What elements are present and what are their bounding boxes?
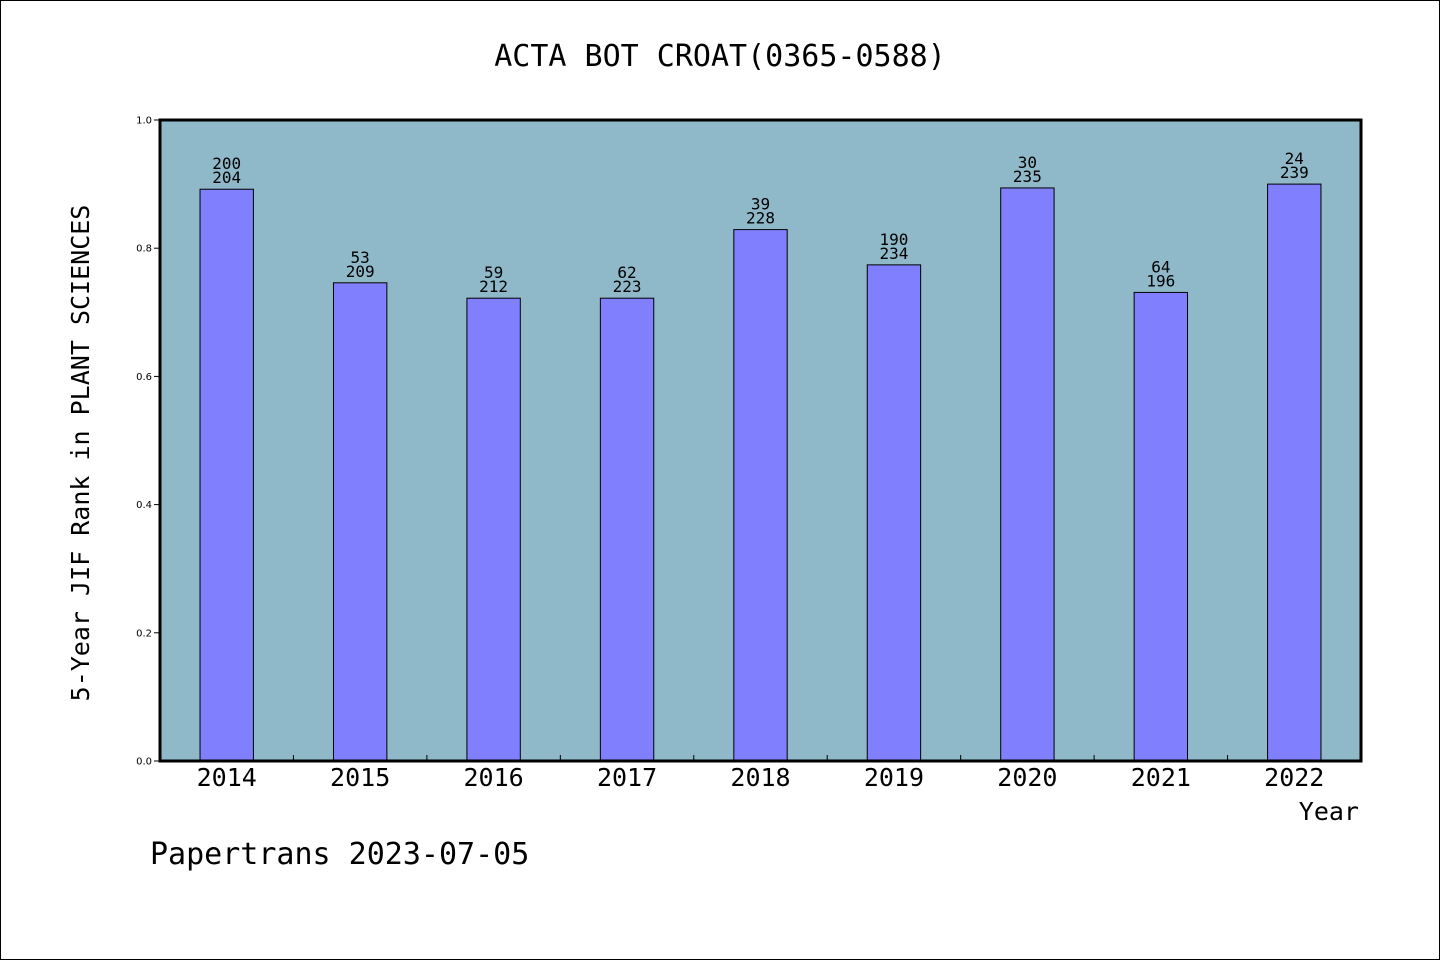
data-label-top: 200 [212, 154, 241, 173]
x-axis-label: Year [1299, 797, 1359, 826]
bar-2019 [866, 264, 922, 762]
bar-2020 [1000, 187, 1055, 762]
data-label-top: 190 [879, 230, 908, 249]
y-tick-label: 1.0 [136, 116, 152, 127]
bar-2022 [1267, 183, 1322, 762]
data-label-bottom: 223 [613, 277, 642, 296]
bar-2021 [1133, 291, 1189, 762]
y-tick-label: 0.2 [136, 628, 152, 639]
y-tick-label: 0.4 [136, 500, 152, 511]
x-tick-label: 2017 [597, 763, 657, 792]
x-tick-label: 2019 [864, 763, 924, 792]
y-tick-label: 0.8 [136, 244, 152, 255]
footer-credit: Papertrans 2023-07-05 [150, 837, 529, 872]
y-tick-label: 0.6 [136, 372, 152, 383]
bar-2014 [199, 188, 254, 762]
data-label-bottom: 209 [346, 262, 375, 281]
bar-2017 [599, 297, 655, 762]
x-tick-label: 2022 [1264, 763, 1324, 792]
data-label-top: 53 [351, 248, 370, 267]
data-label-top: 59 [484, 263, 503, 282]
plot-frame [158, 118, 1363, 763]
y-tick-label: 0.0 [136, 757, 152, 768]
data-label-top: 62 [617, 263, 636, 282]
y-axis-label: 5-Year JIF Rank in PLANT SCIENCES [66, 205, 95, 702]
x-tick-label: 2020 [997, 763, 1057, 792]
data-label-bottom: 228 [746, 209, 775, 228]
data-label-top: 64 [1151, 257, 1170, 276]
data-label-top: 24 [1285, 149, 1304, 168]
x-tick-label: 2016 [464, 763, 524, 792]
x-tick-label: 2021 [1131, 763, 1191, 792]
bars [199, 183, 1322, 762]
data-label-top: 39 [751, 195, 770, 214]
x-tick-label: 2014 [197, 763, 257, 792]
bar-2015 [332, 282, 388, 762]
data-label-bottom: 235 [1013, 167, 1042, 186]
x-tick-label: 2018 [730, 763, 790, 792]
data-label-top: 30 [1018, 153, 1037, 172]
data-label-bottom: 212 [479, 277, 508, 296]
data-label-bottom: 234 [879, 244, 908, 263]
bar-2018 [733, 229, 788, 762]
data-label-bottom: 204 [212, 168, 241, 187]
x-axis: 2014 2015 2016 2017 2018 2019 2020 2021 2022 [197, 755, 1324, 792]
data-label-bottom: 196 [1146, 271, 1175, 290]
bar-2016 [466, 297, 521, 762]
x-tick-label: 2015 [330, 763, 390, 792]
data-label-bottom: 239 [1280, 163, 1309, 182]
chart-title: ACTA BOT CROAT(0365-0588) [494, 39, 946, 74]
